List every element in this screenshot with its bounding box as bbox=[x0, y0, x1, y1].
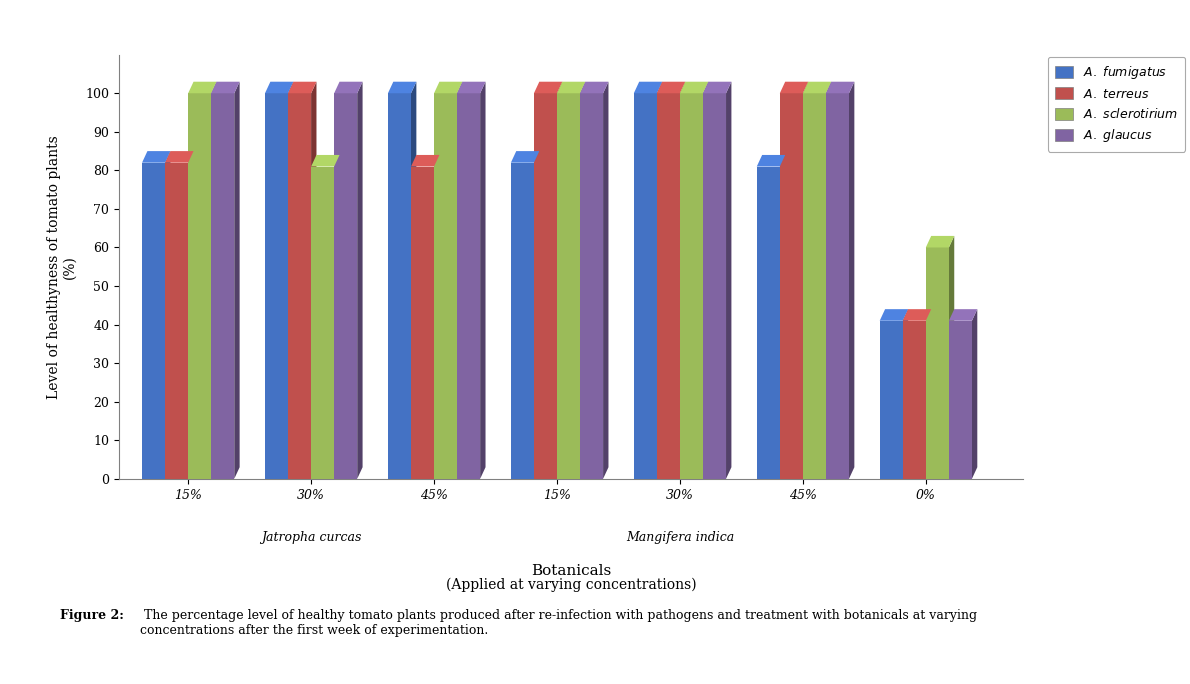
Bar bbox=[926, 248, 948, 479]
Polygon shape bbox=[757, 155, 785, 166]
Bar bbox=[388, 93, 411, 479]
Polygon shape bbox=[603, 81, 608, 479]
Polygon shape bbox=[826, 81, 832, 479]
Bar bbox=[434, 93, 457, 479]
Bar bbox=[411, 166, 434, 479]
Polygon shape bbox=[434, 81, 463, 93]
Bar bbox=[948, 321, 972, 479]
Bar bbox=[188, 93, 211, 479]
Legend: $\it{A.}$ $\it{fumigatus}$, $\it{A.}$ $\it{terreus}$, $\it{A.}$ $\it{sclerotiriu: $\it{A.}$ $\it{fumigatus}$, $\it{A.}$ $\… bbox=[1047, 57, 1185, 152]
Bar bbox=[826, 93, 848, 479]
Polygon shape bbox=[557, 81, 563, 479]
Bar bbox=[634, 93, 657, 479]
Bar bbox=[879, 321, 903, 479]
Bar bbox=[142, 163, 165, 479]
Bar bbox=[657, 93, 679, 479]
Polygon shape bbox=[948, 309, 977, 321]
Polygon shape bbox=[434, 155, 439, 479]
Bar bbox=[511, 163, 534, 479]
Polygon shape bbox=[334, 81, 363, 93]
Polygon shape bbox=[534, 81, 563, 93]
Bar bbox=[288, 93, 311, 479]
Polygon shape bbox=[580, 81, 585, 479]
Polygon shape bbox=[411, 81, 416, 479]
Bar bbox=[165, 163, 188, 479]
Polygon shape bbox=[779, 155, 785, 479]
Bar bbox=[803, 93, 826, 479]
Polygon shape bbox=[726, 81, 732, 479]
Polygon shape bbox=[634, 81, 663, 93]
Polygon shape bbox=[948, 236, 954, 479]
Polygon shape bbox=[311, 155, 339, 166]
Polygon shape bbox=[972, 309, 977, 479]
Polygon shape bbox=[926, 236, 954, 248]
Polygon shape bbox=[879, 309, 908, 321]
Polygon shape bbox=[165, 151, 194, 163]
Polygon shape bbox=[557, 81, 585, 93]
Polygon shape bbox=[657, 81, 663, 479]
Polygon shape bbox=[234, 81, 239, 479]
Polygon shape bbox=[679, 81, 708, 93]
Polygon shape bbox=[211, 81, 239, 93]
Polygon shape bbox=[657, 81, 685, 93]
Bar bbox=[779, 93, 803, 479]
Bar bbox=[311, 166, 334, 479]
Text: Mangifera indica: Mangifera indica bbox=[626, 531, 734, 544]
Bar bbox=[679, 93, 703, 479]
Polygon shape bbox=[265, 81, 294, 93]
Polygon shape bbox=[803, 81, 808, 479]
Bar bbox=[903, 321, 926, 479]
Polygon shape bbox=[679, 81, 685, 479]
Polygon shape bbox=[388, 81, 416, 93]
Polygon shape bbox=[457, 81, 486, 93]
Text: Jatropha curcas: Jatropha curcas bbox=[261, 531, 362, 544]
Polygon shape bbox=[142, 151, 170, 163]
Polygon shape bbox=[803, 81, 832, 93]
Polygon shape bbox=[457, 81, 463, 479]
Polygon shape bbox=[511, 151, 539, 163]
Text: (Applied at varying concentrations): (Applied at varying concentrations) bbox=[446, 578, 696, 592]
Polygon shape bbox=[703, 81, 708, 479]
Bar bbox=[557, 93, 580, 479]
Bar bbox=[534, 93, 557, 479]
Polygon shape bbox=[534, 151, 539, 479]
Bar bbox=[757, 166, 779, 479]
Bar bbox=[265, 93, 288, 479]
Polygon shape bbox=[703, 81, 732, 93]
Polygon shape bbox=[411, 155, 439, 166]
Polygon shape bbox=[926, 309, 932, 479]
Polygon shape bbox=[357, 81, 363, 479]
Bar bbox=[580, 93, 603, 479]
Text: Botanicals: Botanicals bbox=[531, 564, 612, 578]
Text: Figure 2:: Figure 2: bbox=[60, 609, 124, 622]
Polygon shape bbox=[211, 81, 217, 479]
Polygon shape bbox=[903, 309, 908, 479]
Polygon shape bbox=[848, 81, 854, 479]
Polygon shape bbox=[188, 151, 194, 479]
Bar bbox=[211, 93, 234, 479]
Polygon shape bbox=[188, 81, 217, 93]
Polygon shape bbox=[165, 151, 170, 479]
Y-axis label: Level of healthyness of tomato plants
(%): Level of healthyness of tomato plants (%… bbox=[46, 135, 77, 399]
Bar bbox=[703, 93, 726, 479]
Polygon shape bbox=[311, 81, 317, 479]
Polygon shape bbox=[779, 81, 808, 93]
Bar bbox=[334, 93, 357, 479]
Bar bbox=[457, 93, 480, 479]
Polygon shape bbox=[288, 81, 317, 93]
Polygon shape bbox=[480, 81, 486, 479]
Polygon shape bbox=[288, 81, 294, 479]
Polygon shape bbox=[826, 81, 854, 93]
Polygon shape bbox=[903, 309, 932, 321]
Polygon shape bbox=[580, 81, 608, 93]
Polygon shape bbox=[334, 155, 339, 479]
Text: The percentage level of healthy tomato plants produced after re-infection with p: The percentage level of healthy tomato p… bbox=[140, 609, 977, 637]
